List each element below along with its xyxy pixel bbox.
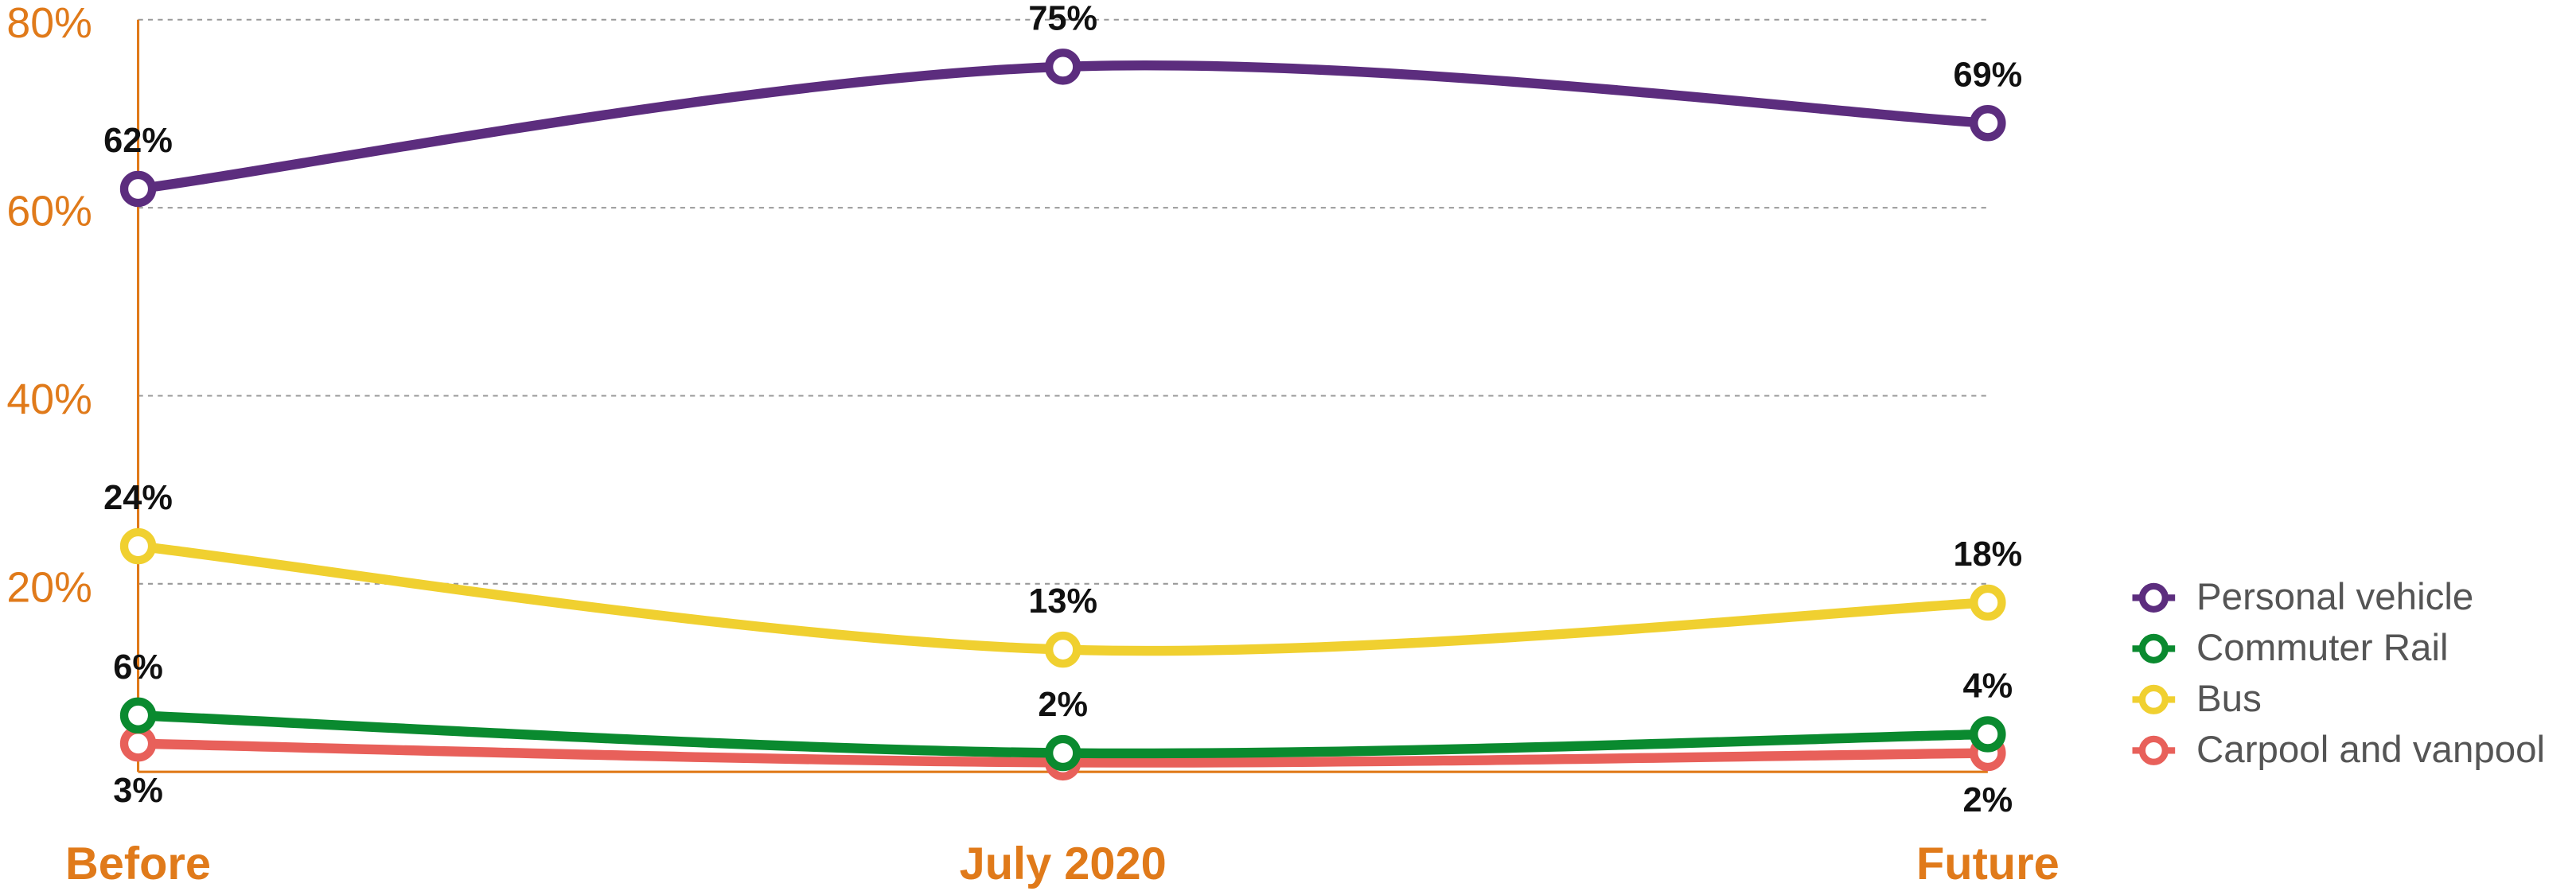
legend-marker xyxy=(2138,735,2169,765)
point-marker xyxy=(1970,584,2006,621)
value-label: 13% xyxy=(1028,582,1097,621)
y-tick-label: 40% xyxy=(6,376,92,423)
legend-label: Carpool and vanpool xyxy=(2196,729,2545,771)
point-marker xyxy=(1970,716,2006,753)
value-label: 2% xyxy=(1038,686,1088,724)
point-marker xyxy=(1970,105,2006,142)
value-label: 2% xyxy=(1963,781,2013,819)
value-label: 3% xyxy=(113,772,163,810)
legend-marker xyxy=(2138,684,2169,714)
value-label: 69% xyxy=(1953,56,2022,94)
x-tick-label: July 2020 xyxy=(960,839,1167,889)
value-label: 24% xyxy=(103,479,173,517)
legend-label: Commuter Rail xyxy=(2196,627,2449,669)
legend-label: Bus xyxy=(2196,678,2262,720)
value-label: 18% xyxy=(1953,535,2022,574)
point-marker xyxy=(119,527,157,565)
legend-label: Personal vehicle xyxy=(2196,576,2473,618)
point-marker xyxy=(1044,49,1081,85)
point-marker xyxy=(1044,631,1081,668)
point-marker xyxy=(119,726,157,762)
point-marker xyxy=(119,170,157,208)
x-tick-label: Before xyxy=(65,839,211,889)
value-label: 6% xyxy=(113,648,163,687)
value-label: 75% xyxy=(1028,0,1097,38)
x-tick-label: Future xyxy=(1916,839,2060,889)
legend-marker xyxy=(2138,633,2169,663)
value-label: 62% xyxy=(103,122,173,160)
y-tick-label: 60% xyxy=(6,188,92,235)
y-tick-label: 20% xyxy=(6,563,92,611)
point-marker xyxy=(1044,734,1081,772)
legend-marker xyxy=(2138,582,2169,613)
y-tick-label: 80% xyxy=(6,0,92,47)
value-label: 4% xyxy=(1963,667,2013,706)
point-marker xyxy=(119,697,157,734)
